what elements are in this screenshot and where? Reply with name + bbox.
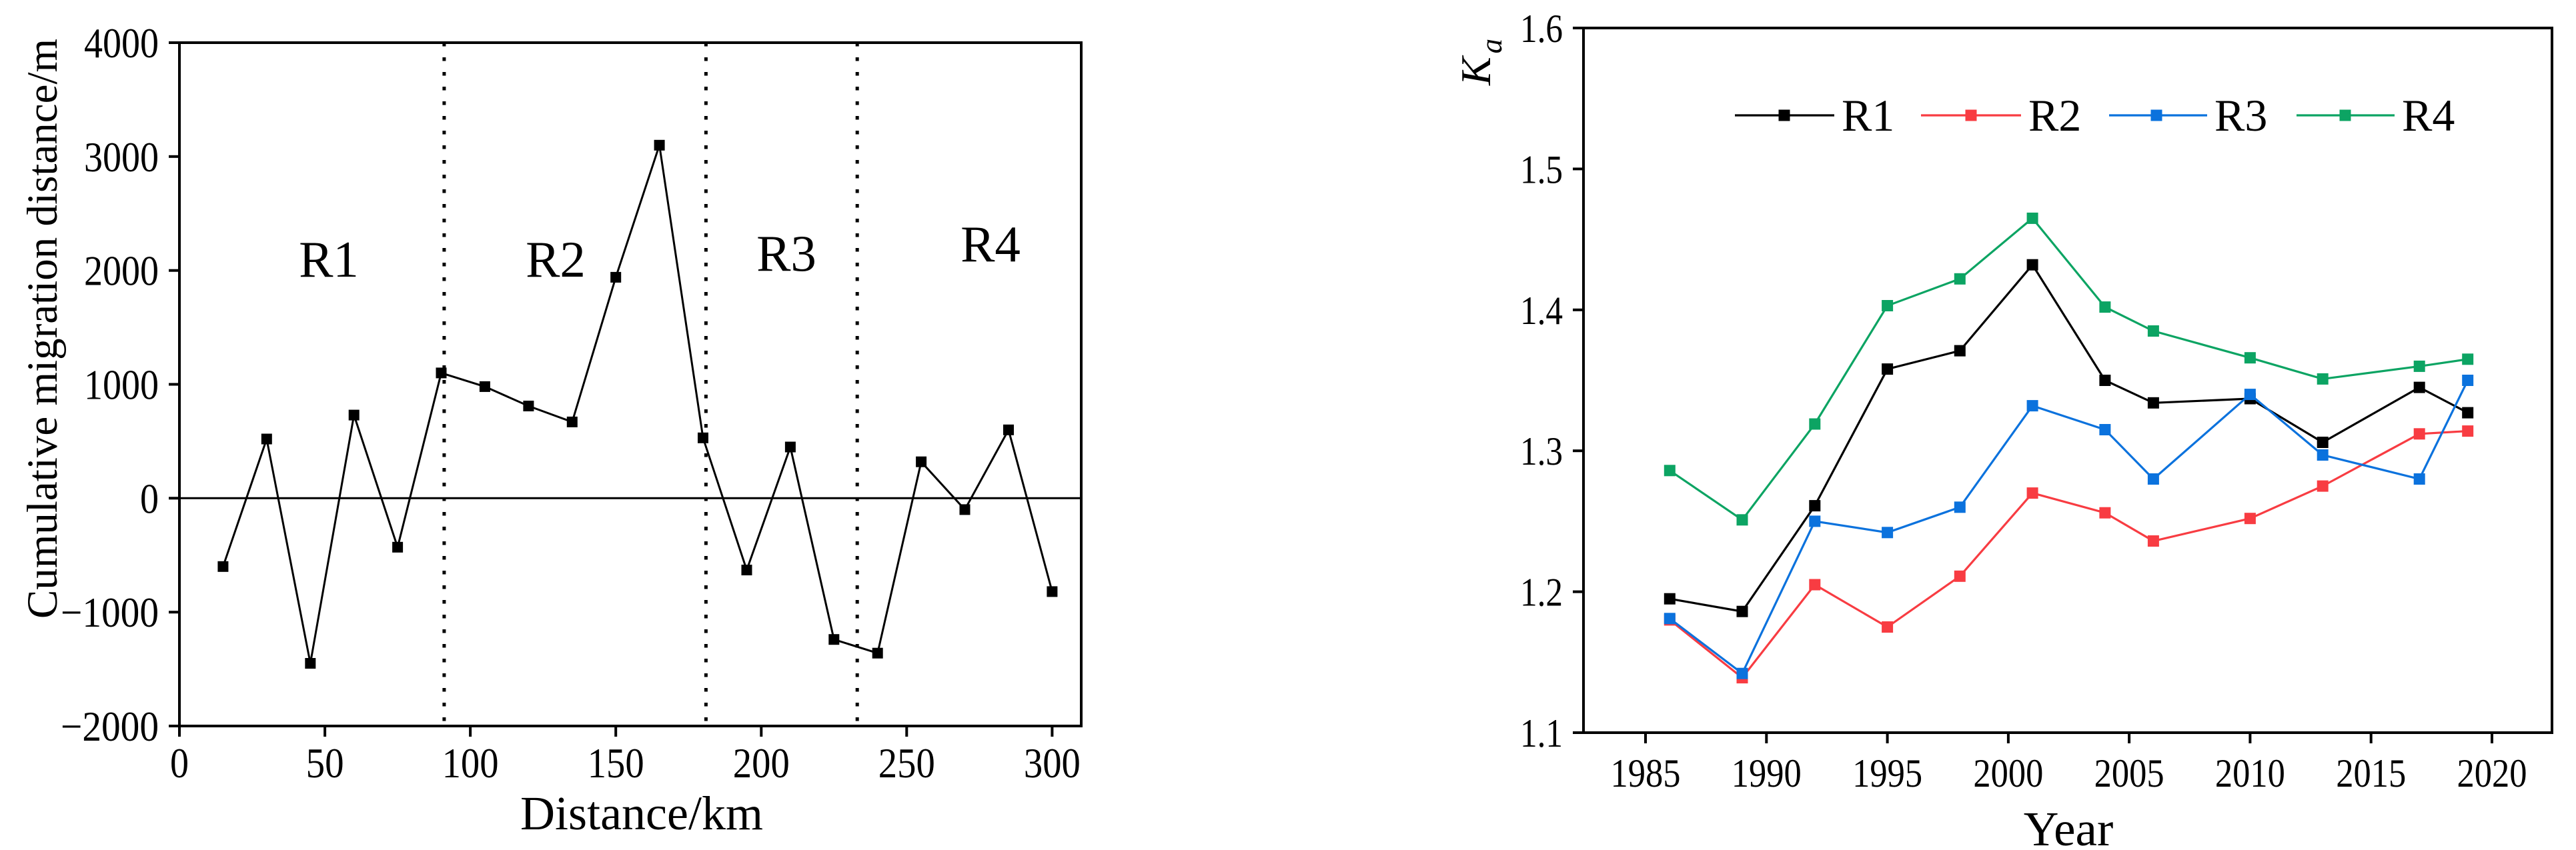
svg-text:2000: 2000 <box>1973 751 2043 795</box>
svg-text:1985: 1985 <box>1611 751 1681 795</box>
svg-text:100: 100 <box>442 739 499 787</box>
svg-text:2015: 2015 <box>2336 751 2406 795</box>
svg-text:200: 200 <box>733 739 790 787</box>
svg-text:1.5: 1.5 <box>1520 147 1563 191</box>
svg-text:2010: 2010 <box>2215 751 2285 795</box>
svg-text:Distance/km: Distance/km <box>520 787 763 840</box>
svg-text:1.1: 1.1 <box>1520 711 1563 755</box>
svg-text:250: 250 <box>878 739 935 787</box>
svg-text:2020: 2020 <box>2457 751 2527 795</box>
svg-text:150: 150 <box>588 739 644 787</box>
svg-text:1000: 1000 <box>84 361 159 409</box>
svg-text:R3: R3 <box>2214 90 2267 141</box>
svg-text:1.6: 1.6 <box>1520 7 1563 51</box>
svg-text:Cumulative migration distance/: Cumulative migration distance/m <box>19 39 67 619</box>
svg-text:R4: R4 <box>960 215 1021 273</box>
svg-text:3000: 3000 <box>84 133 159 181</box>
svg-text:2000: 2000 <box>84 247 159 295</box>
svg-text:R2: R2 <box>2028 90 2081 141</box>
svg-text:1.2: 1.2 <box>1520 571 1563 615</box>
svg-text:R4: R4 <box>2402 90 2455 141</box>
svg-text:1.4: 1.4 <box>1520 289 1563 333</box>
svg-text:1990: 1990 <box>1732 751 1802 795</box>
svg-text:R1: R1 <box>299 231 359 288</box>
svg-text:R1: R1 <box>1842 90 1894 141</box>
svg-text:R3: R3 <box>756 225 816 282</box>
svg-text:2005: 2005 <box>2094 751 2164 795</box>
svg-text:R2: R2 <box>526 231 586 288</box>
svg-text:300: 300 <box>1024 739 1081 787</box>
svg-text:0: 0 <box>140 475 159 522</box>
svg-text:4000: 4000 <box>84 19 159 67</box>
svg-text:−2000: −2000 <box>61 703 159 750</box>
svg-text:0: 0 <box>170 739 189 787</box>
svg-text:50: 50 <box>306 739 344 787</box>
svg-text:1995: 1995 <box>1852 751 1922 795</box>
svg-text:−1000: −1000 <box>61 589 159 636</box>
svg-text:1.3: 1.3 <box>1520 429 1563 473</box>
svg-text:Year: Year <box>2024 802 2114 850</box>
